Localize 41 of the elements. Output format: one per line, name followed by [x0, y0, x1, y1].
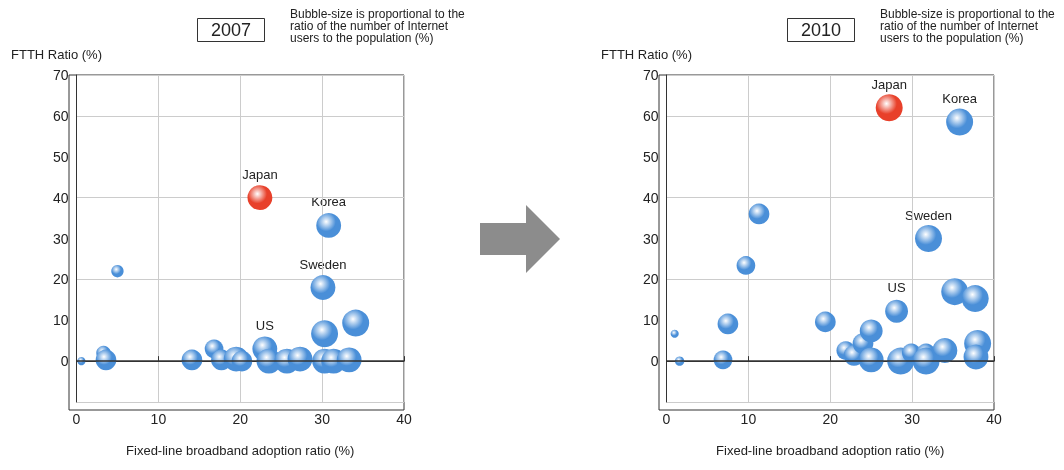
annotation: US	[887, 280, 906, 296]
annotation: Sweden	[905, 207, 952, 223]
x-tick-label: 40	[986, 411, 1002, 427]
y-axis-title: FTTH Ratio (%)	[11, 46, 102, 62]
x-tick-label: 10	[150, 411, 167, 427]
y-tick-label: 0	[60, 353, 69, 370]
text: Bubble-size is proportional to the ratio of the number of Internet users to the population (%)	[290, 7, 466, 45]
x-tick-label: 40	[396, 411, 412, 427]
y-tick-label: 70	[52, 67, 69, 83]
y-tick-label: 30	[642, 230, 659, 247]
x-tick-label: 30	[904, 411, 921, 427]
y-tick-label: 30	[52, 230, 69, 247]
y-tick-label: 20	[642, 271, 659, 288]
x-tick-label: 20	[822, 411, 839, 427]
text: Bubble-size is proportional to the ratio of the number of Internet users to the population (%)	[880, 7, 1056, 45]
y-tick-label: 50	[52, 148, 69, 165]
y-tick-label: 60	[642, 107, 659, 124]
chart-title: 2007	[211, 20, 252, 40]
annotation: Japan	[871, 76, 907, 92]
x-axis-title: Fixed-line broadband adoption ratio (%)	[716, 443, 945, 458]
y-tick-label: 40	[52, 189, 69, 206]
x-tick-label: 30	[314, 411, 331, 427]
y-tick-label: 40	[642, 189, 659, 206]
x-tick-label: 0	[72, 411, 81, 427]
annotation: Sweden	[299, 256, 347, 272]
x-tick-label: 0	[662, 411, 671, 427]
annotation: Korea	[942, 91, 978, 107]
y-tick-label: 10	[52, 312, 69, 329]
x-axis-title: Fixed-line broadband adoption ratio (%)	[126, 443, 355, 458]
annotation: US	[255, 317, 275, 333]
y-axis-title: FTTH Ratio (%)	[601, 46, 692, 62]
y-tick-label: 20	[52, 271, 69, 288]
y-tick-label: 50	[642, 148, 659, 165]
x-tick-label: 10	[740, 411, 757, 427]
y-tick-label: 10	[642, 312, 659, 329]
y-tick-label: 70	[642, 67, 659, 83]
annotation: Japan	[242, 166, 278, 182]
y-tick-label: 60	[52, 107, 69, 124]
x-tick-label: 20	[232, 411, 249, 427]
y-tick-label: 0	[650, 353, 659, 370]
chart-title: 2010	[801, 20, 842, 40]
